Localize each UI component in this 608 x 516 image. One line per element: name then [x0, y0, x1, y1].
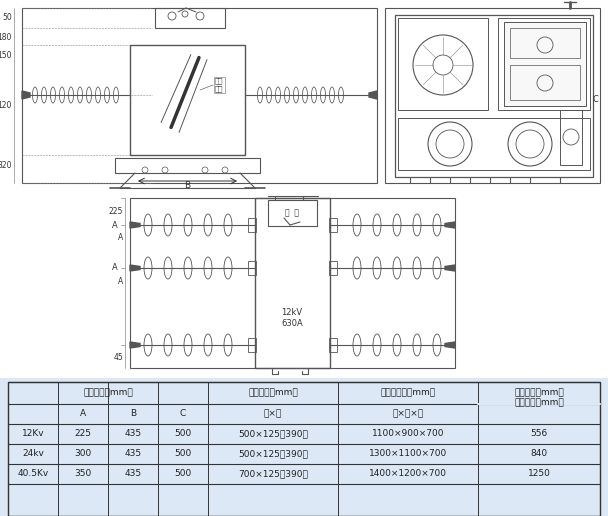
Polygon shape [445, 222, 455, 228]
Text: 350: 350 [74, 470, 92, 478]
Bar [560, 110, 582, 165]
Text: A: A [118, 277, 123, 285]
Bar [115, 158, 260, 173]
Text: 1300×1100×700: 1300×1100×700 [369, 449, 447, 459]
Bar [0, 0, 608, 378]
Text: 12Kv: 12Kv [22, 429, 44, 439]
Text: 320: 320 [0, 160, 12, 169]
Text: C: C [592, 95, 598, 105]
Bar [255, 198, 330, 368]
Polygon shape [445, 265, 455, 271]
Bar [498, 18, 590, 110]
Text: 1400×1200×700: 1400×1200×700 [369, 470, 447, 478]
Text: 300: 300 [74, 449, 92, 459]
Bar [8, 382, 600, 516]
Text: 500: 500 [174, 449, 192, 459]
Text: 556: 556 [530, 429, 548, 439]
Bar [329, 218, 337, 232]
Text: 外形尺寸（mm）: 外形尺寸（mm） [83, 389, 133, 397]
Bar [329, 338, 337, 352]
Text: 180: 180 [0, 34, 12, 42]
Bar [385, 8, 600, 183]
Text: A: A [112, 264, 118, 272]
Bar [268, 200, 317, 226]
Text: 50: 50 [2, 13, 12, 23]
Text: 24kv: 24kv [22, 449, 44, 459]
Bar [8, 382, 600, 516]
Text: 840: 840 [530, 449, 548, 459]
Text: B: B [130, 410, 136, 418]
Text: C: C [180, 410, 186, 418]
Text: 435: 435 [125, 429, 142, 439]
Bar [510, 65, 580, 100]
Polygon shape [130, 265, 140, 271]
Text: 500: 500 [174, 429, 192, 439]
Text: 435: 435 [125, 470, 142, 478]
Text: 700×125（390）: 700×125（390） [238, 470, 308, 478]
Bar [130, 45, 245, 155]
Bar [248, 338, 256, 352]
Text: A: A [112, 220, 118, 230]
Polygon shape [130, 222, 140, 228]
Text: 长×宽: 长×宽 [264, 410, 282, 418]
Text: A: A [80, 410, 86, 418]
Bar [155, 8, 225, 28]
Text: 225: 225 [109, 206, 123, 216]
Text: 500×125（390）: 500×125（390） [238, 449, 308, 459]
Text: 合  分: 合 分 [285, 208, 299, 218]
Text: 150: 150 [0, 51, 12, 59]
Text: 225: 225 [75, 429, 91, 439]
Text: 500×125（390）: 500×125（390） [238, 429, 308, 439]
Bar [510, 28, 580, 58]
Text: 120: 120 [0, 101, 12, 109]
Bar [22, 8, 377, 183]
Text: 40.5Kv: 40.5Kv [18, 470, 49, 478]
Text: 安装尺寸（mm）: 安装尺寸（mm） [248, 389, 298, 397]
Bar [329, 261, 337, 275]
Text: 435: 435 [125, 449, 142, 459]
Bar [248, 218, 256, 232]
Polygon shape [22, 91, 30, 99]
Polygon shape [130, 342, 140, 348]
Bar [398, 18, 488, 110]
Text: 12kV
630A: 12kV 630A [281, 308, 303, 328]
Text: 包装箱尺寸（mm）: 包装箱尺寸（mm） [381, 389, 435, 397]
Polygon shape [445, 342, 455, 348]
Bar [504, 22, 586, 106]
Bar [398, 118, 590, 170]
Text: 1100×900×700: 1100×900×700 [371, 429, 444, 439]
Text: 套管爬距（mm）: 套管爬距（mm） [514, 389, 564, 397]
Text: 500: 500 [174, 470, 192, 478]
Bar [130, 198, 455, 368]
Text: A: A [118, 234, 123, 243]
Text: 45: 45 [113, 353, 123, 363]
Text: 1250: 1250 [528, 470, 550, 478]
Bar [248, 261, 256, 275]
Text: 套管爬距（mm）: 套管爬距（mm） [514, 398, 564, 408]
Text: 长×宽×高: 长×宽×高 [392, 410, 424, 418]
Text: 操纵
閗鎖: 操纵 閗鎖 [215, 78, 224, 92]
Text: B: B [184, 182, 190, 190]
Bar [395, 15, 593, 177]
Polygon shape [369, 91, 377, 99]
